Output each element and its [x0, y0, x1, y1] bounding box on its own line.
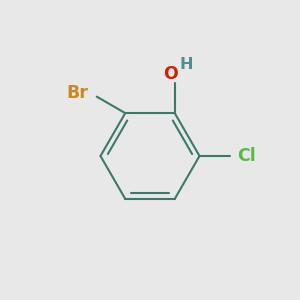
Text: Cl: Cl: [237, 147, 256, 165]
Text: O: O: [163, 64, 178, 82]
Text: H: H: [179, 57, 193, 72]
Text: Br: Br: [67, 84, 88, 102]
